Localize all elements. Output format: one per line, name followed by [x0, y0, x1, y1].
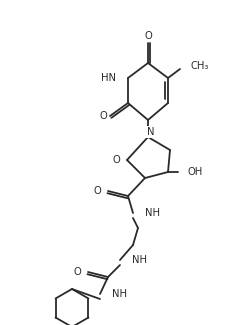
Text: NH: NH	[144, 208, 159, 218]
Text: OH: OH	[187, 167, 202, 177]
Text: NH: NH	[112, 289, 126, 299]
Text: O: O	[112, 155, 120, 165]
Text: O: O	[99, 111, 106, 121]
Text: O: O	[73, 267, 81, 277]
Text: HN: HN	[101, 73, 115, 83]
Text: N: N	[147, 127, 154, 137]
Text: CH₃: CH₃	[190, 61, 208, 71]
Text: NH: NH	[131, 255, 146, 265]
Text: O: O	[144, 31, 151, 41]
Text: O: O	[93, 186, 101, 196]
